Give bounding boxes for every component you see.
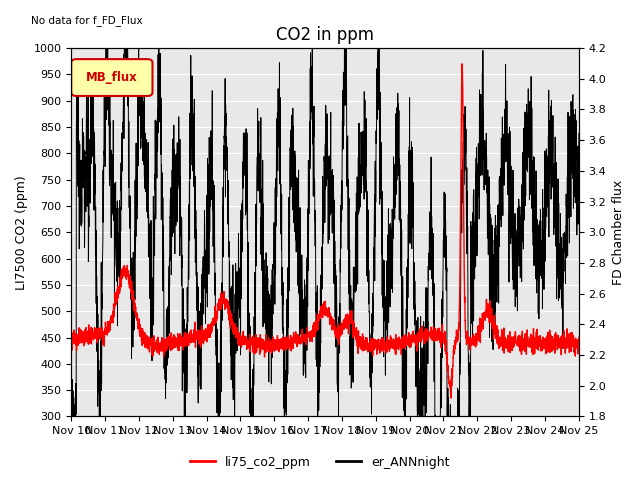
Title: CO2 in ppm: CO2 in ppm	[276, 26, 374, 44]
Text: No data for f_FD_Flux: No data for f_FD_Flux	[31, 15, 142, 26]
Legend: li75_co2_ppm, er_ANNnight: li75_co2_ppm, er_ANNnight	[186, 451, 454, 474]
Y-axis label: LI7500 CO2 (ppm): LI7500 CO2 (ppm)	[15, 175, 28, 289]
FancyBboxPatch shape	[71, 59, 152, 96]
Text: MB_flux: MB_flux	[86, 71, 138, 84]
Y-axis label: FD Chamber flux: FD Chamber flux	[612, 180, 625, 285]
